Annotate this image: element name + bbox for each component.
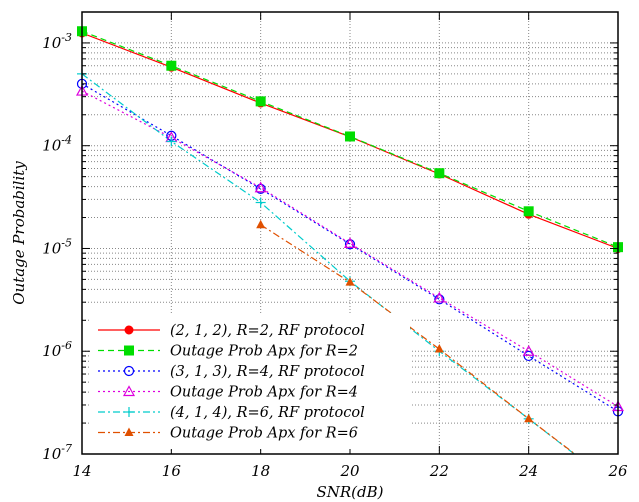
y-tick-label: 10-5 xyxy=(42,236,72,257)
x-tick-label: 14 xyxy=(72,462,91,480)
legend-label: (4, 1, 4), R=6, RF protocol xyxy=(170,405,365,421)
data-point xyxy=(122,385,136,397)
data-point xyxy=(166,136,177,147)
y-axis-label: Outage Probability xyxy=(10,161,28,305)
legend-label: Outage Prob Apx for R=6 xyxy=(170,426,358,442)
data-point xyxy=(255,197,266,208)
data-point xyxy=(344,239,356,250)
legend-item-3: (3, 1, 3), R=4, RF protocol xyxy=(98,364,365,380)
data-point xyxy=(522,344,535,356)
data-point xyxy=(256,219,266,229)
data-point xyxy=(434,344,444,353)
x-tick-label: 18 xyxy=(251,462,270,480)
data-point xyxy=(345,131,355,142)
y-tick-label: 10-4 xyxy=(42,134,72,155)
data-point xyxy=(124,345,134,356)
data-point xyxy=(343,237,357,249)
x-tick-label: 16 xyxy=(162,462,182,480)
data-point xyxy=(124,325,134,335)
legend-item-6: Outage Prob Apx for R=6 xyxy=(98,426,358,442)
data-point xyxy=(524,413,534,423)
x-tick-label: 26 xyxy=(607,462,628,480)
data-point xyxy=(254,181,267,193)
ticks xyxy=(81,11,619,455)
legend-item-2: Outage Prob Apx for R=2 xyxy=(98,344,358,360)
data-point xyxy=(434,294,445,305)
data-point xyxy=(123,365,135,377)
data-point xyxy=(255,96,266,107)
data-point xyxy=(124,427,134,436)
legend-label: Outage Prob Apx for R=4 xyxy=(170,385,358,401)
data-point xyxy=(434,168,445,179)
data-point xyxy=(345,277,355,286)
legend-label: (3, 1, 3), R=4, RF protocol xyxy=(170,364,365,380)
y-tick-label: 10-3 xyxy=(42,31,72,52)
y-tick-label: 10-7 xyxy=(42,442,72,463)
data-point xyxy=(523,350,534,362)
legend-item-1: (2, 1, 2), R=2, RF protocol xyxy=(98,323,365,339)
x-tick-label: 22 xyxy=(429,462,449,480)
x-axis-label: SNR(dB) xyxy=(316,483,383,501)
legend: (2, 1, 2), R=2, RF protocol Outage Prob A… xyxy=(90,313,410,449)
legend-label: (2, 1, 2), R=2, RF protocol xyxy=(170,323,365,339)
data-point xyxy=(433,291,446,303)
data-point xyxy=(523,206,534,217)
legend-item-5: (4, 1, 4), R=6, RF protocol xyxy=(98,405,365,421)
series-line-6 xyxy=(260,224,576,454)
data-point xyxy=(124,407,134,417)
data-point xyxy=(166,60,177,71)
legend-label: Outage Prob Apx for R=2 xyxy=(170,344,358,360)
legend-item-4: Outage Prob Apx for R=4 xyxy=(98,385,358,401)
x-tick-label: 20 xyxy=(339,462,360,480)
x-tick-label: 24 xyxy=(518,462,538,480)
y-tick-label: 10-6 xyxy=(42,339,72,360)
legend-box xyxy=(90,313,410,449)
tick-labels: 14 16 18 20 22 24 26 10-7 10-6 10-5 10-4 10-3 xyxy=(42,31,628,480)
data-point xyxy=(255,183,266,194)
